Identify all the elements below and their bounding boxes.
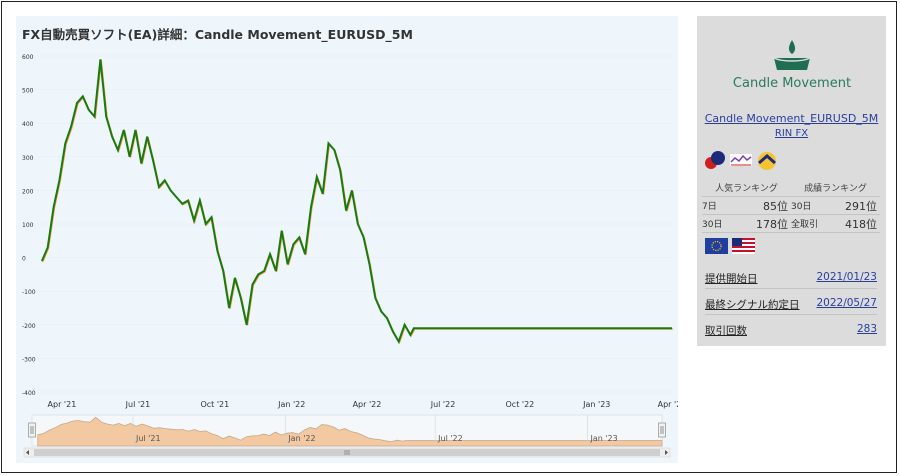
- x-tick-label: Oct '22: [506, 400, 535, 409]
- last-signal-row: 最終シグナル約定日 2022/05/27: [705, 292, 877, 315]
- equity-line-shadow: [42, 60, 673, 345]
- ranking-value: 291位: [829, 196, 880, 215]
- x-tick-label: Jan '23: [582, 400, 610, 409]
- y-tick-label: -300: [22, 356, 36, 363]
- brand-logo: Candle Movement: [727, 36, 857, 96]
- candle-logo-icon: [773, 40, 811, 70]
- navigator-area: [37, 416, 663, 447]
- y-tick-label: 200: [22, 188, 34, 195]
- logo-text: Candle Movement: [732, 76, 852, 91]
- last-signal-label[interactable]: 最終シグナル約定日: [705, 299, 800, 311]
- x-tick-label: Apr '22: [353, 400, 382, 409]
- ranking-period: 7日: [702, 196, 735, 215]
- ranking-value: 85位: [734, 196, 791, 215]
- ranking-table: 人気ランキング 成績ランキング 7日 85位 30日 291位 30日 178位…: [702, 179, 880, 233]
- eu-flag-icon: [705, 238, 728, 254]
- x-tick-label: Jul '21: [125, 400, 151, 409]
- x-tick-label: Jan '22: [277, 400, 305, 409]
- start-date-label[interactable]: 提供開始日: [705, 273, 758, 285]
- navigator-tick-label: Jul '22: [437, 434, 463, 443]
- start-date-row: 提供開始日 2021/01/23: [705, 266, 877, 289]
- trades-label[interactable]: 取引回数: [705, 325, 747, 337]
- rank-badge-icon: [758, 152, 776, 170]
- y-tick-label: 500: [22, 88, 34, 95]
- chart-panel: FX自動売買ソフト(EA)詳細：Candle Movement_EURUSD_5…: [16, 16, 678, 463]
- us-flag-icon: [732, 238, 755, 254]
- chart-badge-icon: [730, 154, 752, 166]
- performance-chart: 600 500 400 300 200 100 0 -100 -200 -300 -400 Apr …: [22, 54, 678, 458]
- ranking-value: 418位: [829, 214, 880, 233]
- y-tick-label: 600: [22, 54, 34, 61]
- chart-title: FX自動売買ソフト(EA)詳細：Candle Movement_EURUSD_5…: [22, 27, 413, 42]
- ranking-row: 7日 85位 30日 291位: [702, 196, 880, 215]
- y-tick-label: 100: [22, 222, 34, 229]
- equity-line: [40, 59, 672, 344]
- y-tick-label: 0: [22, 256, 26, 263]
- performance-ranking-header: 成績ランキング: [790, 179, 880, 197]
- ranking-row: 30日 178位 全取引 418位: [702, 214, 880, 233]
- trades-row: 取引回数 283: [705, 318, 877, 340]
- popular-ranking-header: 人気ランキング: [702, 179, 791, 197]
- x-tick-label: Jul '22: [430, 400, 456, 409]
- navigator-right-handle[interactable]: [658, 422, 666, 438]
- last-signal-value[interactable]: 2022/05/27: [816, 297, 877, 309]
- start-date-value[interactable]: 2021/01/23: [816, 271, 877, 283]
- y-tick-label: 300: [22, 155, 34, 162]
- navigator-tick-label: Jul '21: [135, 434, 161, 443]
- ranking-period: 30日: [790, 196, 830, 215]
- y-tick-label: -200: [22, 323, 36, 330]
- ea-info-panel: Candle Movement Candle Movement_EURUSD_5…: [697, 16, 886, 346]
- y-tick-label: -400: [22, 390, 36, 397]
- navigator-tick-label: Jan '22: [287, 434, 315, 443]
- y-tick-label: -100: [22, 289, 36, 296]
- chat-badge-icon: [705, 151, 725, 169]
- ranking-period: 30日: [702, 214, 735, 233]
- badge-icons: [703, 150, 783, 172]
- navigator-tick-label: Jan '23: [589, 434, 617, 443]
- y-tick-label: 400: [22, 121, 34, 128]
- navigator-scrollbar[interactable]: [23, 447, 671, 458]
- trades-value[interactable]: 283: [856, 323, 877, 335]
- x-tick-label: Apr '21: [48, 400, 77, 409]
- ranking-value: 178位: [734, 214, 791, 233]
- developer-link[interactable]: RIN FX: [774, 128, 809, 139]
- ea-name-link[interactable]: Candle Movement_EURUSD_5M: [704, 112, 879, 125]
- x-tick-label: Apr '23: [658, 400, 678, 409]
- navigator-left-handle[interactable]: [28, 422, 36, 438]
- x-tick-label: Oct '21: [200, 400, 229, 409]
- ranking-period: 全取引: [790, 214, 830, 233]
